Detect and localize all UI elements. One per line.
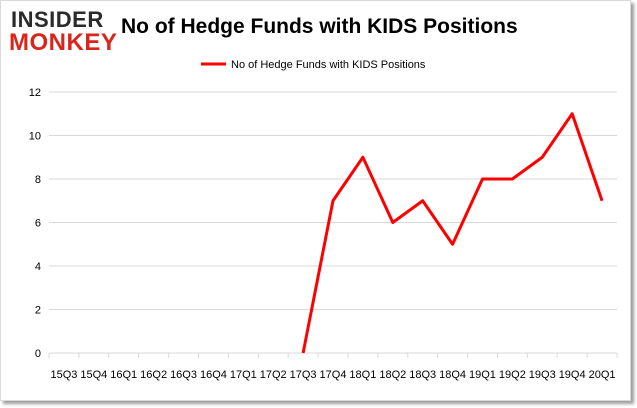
y-tick-label: 4 <box>35 261 41 273</box>
y-tick-label: 8 <box>35 174 41 186</box>
y-tick-label: 10 <box>29 131 41 143</box>
x-tick-label: 18Q4 <box>439 369 466 381</box>
insider-monkey-logo: INSIDER MONKEY <box>9 7 118 56</box>
x-tick-label: 19Q1 <box>469 369 496 381</box>
chart-title: No of Hedge Funds with KIDS Positions <box>121 15 518 38</box>
x-tick-label: 17Q2 <box>260 369 287 381</box>
x-tick-label: 16Q2 <box>140 369 167 381</box>
x-tick-label: 16Q1 <box>110 369 137 381</box>
y-tick-label: 12 <box>29 87 41 99</box>
x-tick-label: 19Q4 <box>559 369 586 381</box>
x-tick-label: 16Q4 <box>200 369 227 381</box>
x-tick-label: 18Q2 <box>379 369 406 381</box>
x-tick-label: 15Q4 <box>80 369 107 381</box>
y-tick-label: 6 <box>35 218 41 230</box>
x-tick-label: 17Q1 <box>230 369 257 381</box>
x-tick-label: 19Q2 <box>499 369 526 381</box>
series-line <box>301 112 604 354</box>
y-tick-label: 2 <box>35 305 41 317</box>
y-tick-label: 0 <box>35 348 41 360</box>
x-tick-label: 15Q3 <box>50 369 77 381</box>
x-tick-label: 18Q3 <box>409 369 436 381</box>
x-tick-label: 17Q4 <box>320 369 347 381</box>
x-tick-label: 16Q3 <box>170 369 197 381</box>
x-tick-label: 17Q3 <box>290 369 317 381</box>
x-tick-label: 19Q3 <box>529 369 556 381</box>
logo-line-2: MONKEY <box>9 29 118 56</box>
x-tick-label: 18Q1 <box>349 369 376 381</box>
chart-frame: INSIDER MONKEY No of Hedge Funds with KI… <box>0 0 631 401</box>
x-tick-label: 20Q1 <box>589 369 616 381</box>
logo-line-1: INSIDER <box>11 7 104 32</box>
legend-label: No of Hedge Funds with KIDS Positions <box>231 59 426 71</box>
